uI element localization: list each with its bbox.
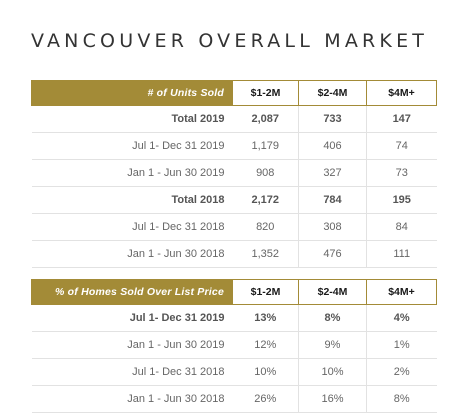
row-label: Jan 1 - Jun 30 2019	[31, 159, 233, 187]
table-header-label: % of Homes Sold Over List Price	[31, 279, 233, 305]
table-row: Jul 1- Dec 31 2019 13% 8% 4%	[31, 304, 437, 332]
table-cell: 10%	[232, 358, 299, 386]
page-title: VANCOUVER OVERALL MARKET	[31, 30, 429, 52]
table-cell: 784	[298, 186, 367, 214]
table-cell: 908	[232, 159, 299, 187]
column-header: $2-4M	[298, 80, 367, 106]
table-cell: 74	[366, 132, 437, 160]
table-cell: 26%	[232, 385, 299, 413]
table-cell: 8%	[298, 304, 367, 332]
table-cell: 16%	[298, 385, 367, 413]
table-cell: 12%	[232, 331, 299, 359]
row-label: Jul 1- Dec 31 2018	[31, 358, 233, 386]
table-cell: 2,172	[232, 186, 299, 214]
table-cell: 9%	[298, 331, 367, 359]
column-header: $2-4M	[298, 279, 367, 305]
table-row: Jul 1- Dec 31 2018 820 308 84	[31, 213, 437, 241]
table-row: Jul 1- Dec 31 2018 10% 10% 2%	[31, 358, 437, 386]
table-cell: 147	[366, 105, 437, 133]
column-header: $1-2M	[232, 279, 299, 305]
table-row: Jan 1 - Jun 30 2018 26% 16% 8%	[31, 385, 437, 413]
table-cell: 733	[298, 105, 367, 133]
row-label: Jul 1- Dec 31 2019	[31, 304, 233, 332]
row-label: Total 2019	[31, 105, 233, 133]
table-header-row: # of Units Sold $1-2M $2-4M $4M+	[31, 80, 437, 106]
table-cell: 1%	[366, 331, 437, 359]
table-cell: 1,179	[232, 132, 299, 160]
row-label: Jan 1 - Jun 30 2019	[31, 331, 233, 359]
table-cell: 2,087	[232, 105, 299, 133]
row-label: Jul 1- Dec 31 2018	[31, 213, 233, 241]
table-cell: 327	[298, 159, 367, 187]
table-cell: 111	[366, 240, 437, 268]
over-list-price-table: % of Homes Sold Over List Price $1-2M $2-4…	[31, 279, 437, 413]
column-header: $1-2M	[232, 80, 299, 106]
row-label: Jan 1 - Jun 30 2018	[31, 385, 233, 413]
table-cell: 8%	[366, 385, 437, 413]
table-cell: 195	[366, 186, 437, 214]
column-header: $4M+	[366, 80, 437, 106]
table-cell: 10%	[298, 358, 367, 386]
table-row: Jan 1 - Jun 30 2018 1,352 476 111	[31, 240, 437, 268]
units-sold-table: # of Units Sold $1-2M $2-4M $4M+ Total 2019 2…	[31, 80, 437, 268]
table-cell: 84	[366, 213, 437, 241]
table-cell: 73	[366, 159, 437, 187]
table-header-row: % of Homes Sold Over List Price $1-2M $2-4…	[31, 279, 437, 305]
table-row: Jul 1- Dec 31 2019 1,179 406 74	[31, 132, 437, 160]
table-header-label: # of Units Sold	[31, 80, 233, 106]
table-cell: 406	[298, 132, 367, 160]
row-label: Jul 1- Dec 31 2019	[31, 132, 233, 160]
table-cell: 4%	[366, 304, 437, 332]
column-header: $4M+	[366, 279, 437, 305]
row-label: Total 2018	[31, 186, 233, 214]
table-row: Total 2018 2,172 784 195	[31, 186, 437, 214]
table-cell: 476	[298, 240, 367, 268]
table-cell: 2%	[366, 358, 437, 386]
table-cell: 1,352	[232, 240, 299, 268]
table-cell: 308	[298, 213, 367, 241]
table-row: Jan 1 - Jun 30 2019 908 327 73	[31, 159, 437, 187]
table-cell: 13%	[232, 304, 299, 332]
table-cell: 820	[232, 213, 299, 241]
row-label: Jan 1 - Jun 30 2018	[31, 240, 233, 268]
table-row: Jan 1 - Jun 30 2019 12% 9% 1%	[31, 331, 437, 359]
table-row: Total 2019 2,087 733 147	[31, 105, 437, 133]
